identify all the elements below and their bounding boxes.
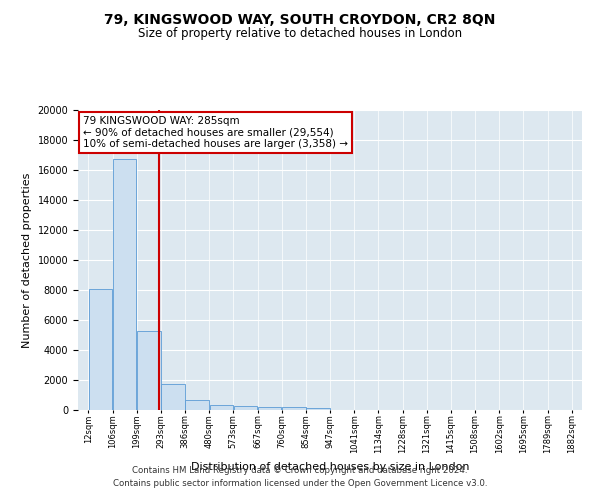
Text: 79 KINGSWOOD WAY: 285sqm
← 90% of detached houses are smaller (29,554)
10% of se: 79 KINGSWOOD WAY: 285sqm ← 90% of detach… — [83, 116, 348, 149]
Text: 79, KINGSWOOD WAY, SOUTH CROYDON, CR2 8QN: 79, KINGSWOOD WAY, SOUTH CROYDON, CR2 8Q… — [104, 12, 496, 26]
Bar — [258, 407, 281, 410]
Text: Size of property relative to detached houses in London: Size of property relative to detached ho… — [138, 28, 462, 40]
X-axis label: Distribution of detached houses by size in London: Distribution of detached houses by size … — [191, 462, 469, 471]
Bar — [137, 330, 161, 410]
Y-axis label: Number of detached properties: Number of detached properties — [22, 172, 32, 348]
Bar — [113, 160, 136, 410]
Bar — [282, 407, 306, 410]
Bar — [209, 405, 233, 410]
Bar — [233, 406, 257, 410]
Text: Contains HM Land Registry data © Crown copyright and database right 2024.
Contai: Contains HM Land Registry data © Crown c… — [113, 466, 487, 487]
Bar — [306, 408, 330, 410]
Bar — [89, 288, 112, 410]
Bar — [161, 384, 185, 410]
Bar — [185, 400, 209, 410]
